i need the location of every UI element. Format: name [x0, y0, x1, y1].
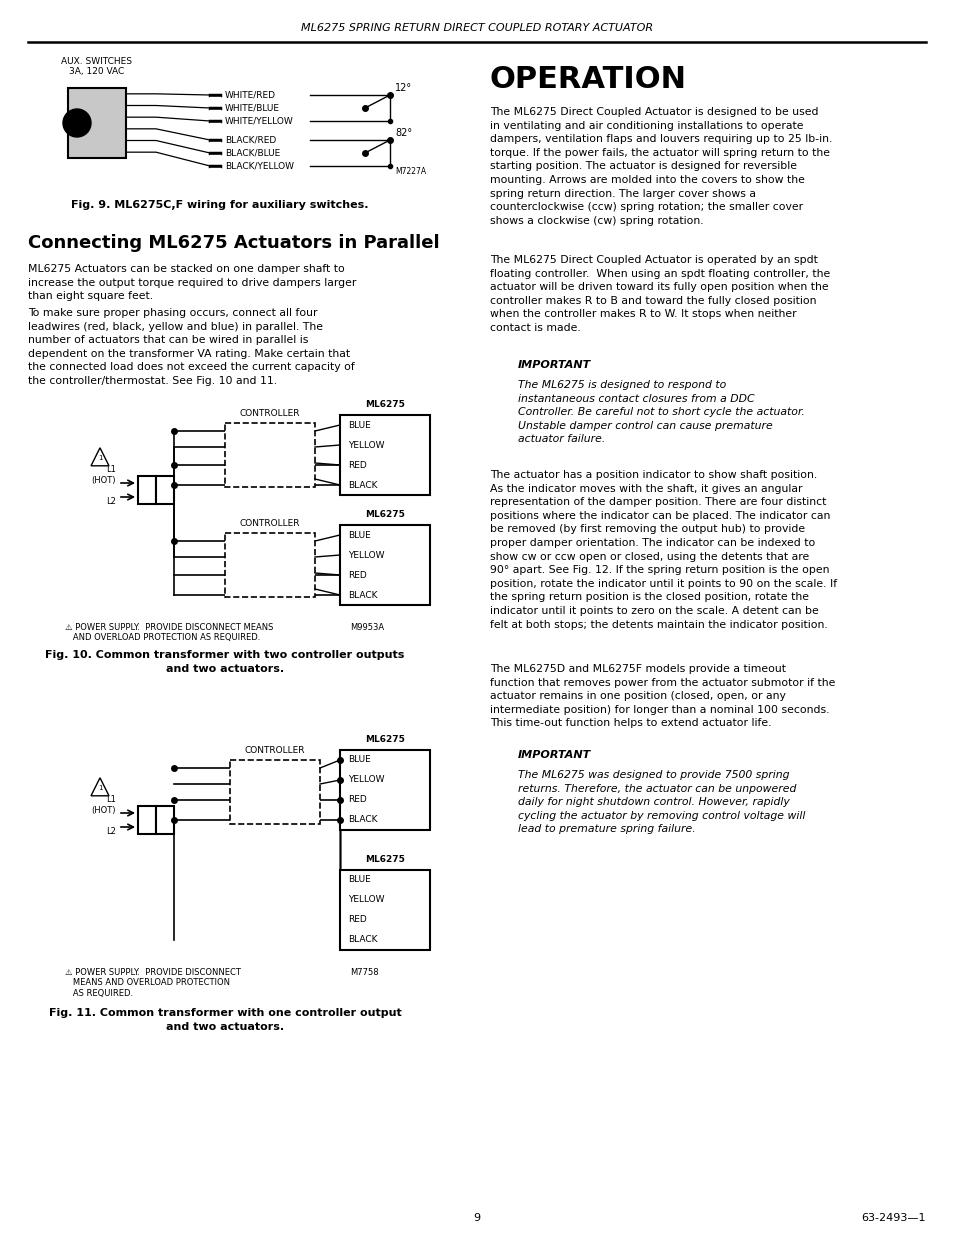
Text: BLUE: BLUE — [348, 531, 371, 540]
Circle shape — [63, 109, 91, 137]
Text: BLACK/RED: BLACK/RED — [225, 136, 276, 144]
Text: CONTROLLER: CONTROLLER — [239, 409, 300, 417]
Text: L2: L2 — [106, 827, 116, 836]
Text: BLUE: BLUE — [348, 876, 371, 884]
Text: 9: 9 — [473, 1213, 480, 1223]
Bar — [225, 534, 314, 597]
Text: To make sure proper phasing occurs, connect all four
leadwires (red, black, yell: To make sure proper phasing occurs, conn… — [28, 308, 355, 387]
Text: WHITE/RED: WHITE/RED — [225, 90, 275, 100]
Text: YELLOW: YELLOW — [348, 895, 384, 904]
Text: BLACK: BLACK — [348, 935, 377, 945]
Text: 63-2493—1: 63-2493—1 — [861, 1213, 925, 1223]
Bar — [339, 415, 430, 495]
Text: 1: 1 — [97, 784, 102, 790]
Text: ML6275: ML6275 — [365, 855, 404, 864]
Text: The ML6275 Direct Coupled Actuator is operated by an spdt
floating controller.  : The ML6275 Direct Coupled Actuator is op… — [490, 254, 829, 333]
Text: M7227A: M7227A — [395, 167, 426, 175]
Text: RED: RED — [348, 571, 366, 579]
Text: L2: L2 — [106, 498, 116, 506]
Text: YELLOW: YELLOW — [348, 551, 384, 559]
Text: BLACK: BLACK — [348, 815, 377, 825]
Bar — [230, 760, 319, 824]
Text: ⚠ POWER SUPPLY.  PROVIDE DISCONNECT MEANS
   AND OVERLOAD PROTECTION AS REQUIRED: ⚠ POWER SUPPLY. PROVIDE DISCONNECT MEANS… — [65, 622, 274, 642]
Text: Fig. 10. Common transformer with two controller outputs
and two actuators.: Fig. 10. Common transformer with two con… — [45, 650, 404, 674]
Text: BLACK/BLUE: BLACK/BLUE — [225, 148, 280, 158]
Text: BLACK: BLACK — [348, 480, 377, 489]
Text: L1
(HOT): L1 (HOT) — [91, 466, 116, 484]
Text: ML6275: ML6275 — [365, 735, 404, 743]
Text: ⚠ POWER SUPPLY.  PROVIDE DISCONNECT
   MEANS AND OVERLOAD PROTECTION
   AS REQUI: ⚠ POWER SUPPLY. PROVIDE DISCONNECT MEANS… — [65, 968, 240, 998]
Text: YELLOW: YELLOW — [348, 776, 384, 784]
Text: CONTROLLER: CONTROLLER — [239, 519, 300, 529]
Bar — [339, 525, 430, 605]
Text: BLUE: BLUE — [348, 420, 371, 430]
Text: YELLOW: YELLOW — [348, 441, 384, 450]
Text: BLACK/YELLOW: BLACK/YELLOW — [225, 162, 294, 170]
Text: BLUE: BLUE — [348, 756, 371, 764]
Text: 1: 1 — [97, 454, 102, 461]
Text: ML6275: ML6275 — [365, 510, 404, 519]
Text: The ML6275D and ML6275F models provide a timeout
function that removes power fro: The ML6275D and ML6275F models provide a… — [490, 664, 835, 729]
Text: Fig. 11. Common transformer with one controller output
and two actuators.: Fig. 11. Common transformer with one con… — [49, 1008, 401, 1032]
Text: The ML6275 Direct Coupled Actuator is designed to be used
in ventilating and air: The ML6275 Direct Coupled Actuator is de… — [490, 107, 832, 226]
Text: 12°: 12° — [395, 83, 412, 93]
Text: OPERATION: OPERATION — [490, 65, 686, 94]
Text: IMPORTANT: IMPORTANT — [517, 359, 591, 370]
Bar — [339, 750, 430, 830]
Bar — [156, 475, 173, 504]
Text: 82°: 82° — [395, 128, 412, 138]
Text: AUX. SWITCHES
3A, 120 VAC: AUX. SWITCHES 3A, 120 VAC — [61, 57, 132, 77]
Text: WHITE/BLUE: WHITE/BLUE — [225, 104, 280, 112]
Text: ML6275 Actuators can be stacked on one damper shaft to
increase the output torqu: ML6275 Actuators can be stacked on one d… — [28, 264, 356, 301]
Text: WHITE/YELLOW: WHITE/YELLOW — [225, 116, 294, 126]
Text: Connecting ML6275 Actuators in Parallel: Connecting ML6275 Actuators in Parallel — [28, 233, 439, 252]
Text: RED: RED — [348, 461, 366, 469]
Bar — [225, 424, 314, 487]
Text: ML6275: ML6275 — [365, 400, 404, 409]
Text: The actuator has a position indicator to show shaft position.
As the indicator m: The actuator has a position indicator to… — [490, 471, 836, 630]
Text: BLACK: BLACK — [348, 590, 377, 599]
Text: Fig. 9. ML6275C,F wiring for auxiliary switches.: Fig. 9. ML6275C,F wiring for auxiliary s… — [71, 200, 369, 210]
Bar — [138, 475, 156, 504]
Text: RED: RED — [348, 795, 366, 804]
Bar — [156, 806, 173, 834]
Text: ML6275 SPRING RETURN DIRECT COUPLED ROTARY ACTUATOR: ML6275 SPRING RETURN DIRECT COUPLED ROTA… — [300, 23, 653, 33]
Bar — [339, 869, 430, 950]
Text: M9953A: M9953A — [350, 622, 384, 632]
Text: L1
(HOT): L1 (HOT) — [91, 795, 116, 815]
Text: CONTROLLER: CONTROLLER — [245, 746, 305, 755]
Bar — [68, 88, 126, 158]
Bar — [138, 806, 156, 834]
Text: IMPORTANT: IMPORTANT — [517, 750, 591, 760]
Text: The ML6275 is designed to respond to
instantaneous contact closures from a DDC
C: The ML6275 is designed to respond to ins… — [517, 380, 804, 445]
Text: M7758: M7758 — [350, 968, 378, 977]
Text: The ML6275 was designed to provide 7500 spring
returns. Therefore, the actuator : The ML6275 was designed to provide 7500 … — [517, 769, 804, 835]
Text: RED: RED — [348, 915, 366, 925]
